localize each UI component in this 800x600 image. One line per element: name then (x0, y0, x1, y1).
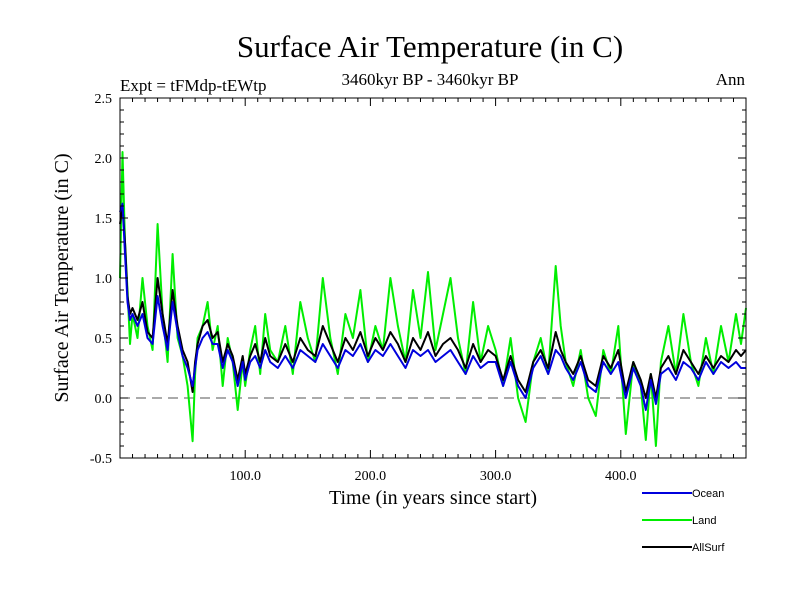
x-tick-label: 200.0 (355, 469, 387, 484)
series-line-allsurf (119, 205, 747, 399)
y-tick-label: 0.5 (95, 332, 113, 347)
chart-subtitle-left: Expt = tFMdp-tEWtp (120, 76, 267, 95)
chart-title: Surface Air Temperature (in C) (237, 29, 623, 64)
legend-label-allsurf: AllSurf (692, 542, 725, 554)
y-axis-label: Surface Air Temperature (in C) (51, 153, 73, 402)
series-line-ocean (119, 202, 746, 411)
x-axis: 100.0 200.0 300.0 400.0 (132, 98, 734, 484)
legend-label-ocean: Ocean (692, 488, 724, 500)
y-tick-label: 0.0 (95, 392, 113, 407)
y-tick-label: 2.0 (95, 152, 113, 167)
y-tick-label: 1.0 (95, 272, 113, 287)
y-tick-label: -0.5 (90, 452, 112, 467)
y-axis: -0.5 0.0 0.5 1.0 1.5 2.0 2.5 (90, 92, 746, 467)
legend-label-land: Land (692, 515, 716, 527)
y-tick-label: 2.5 (95, 92, 113, 107)
legend: Ocean Land AllSurf (642, 488, 725, 554)
chart-subtitle-right: Ann (716, 70, 746, 89)
x-tick-label: 100.0 (229, 469, 261, 484)
plot-area (119, 151, 747, 447)
x-tick-label: 400.0 (605, 469, 637, 484)
y-tick-label: 1.5 (95, 212, 113, 227)
series-line-land (119, 151, 747, 447)
x-tick-label: 300.0 (480, 469, 512, 484)
x-axis-label: Time (in years since start) (329, 487, 537, 509)
chart-subtitle-center: 3460kyr BP - 3460kyr BP (342, 70, 519, 89)
